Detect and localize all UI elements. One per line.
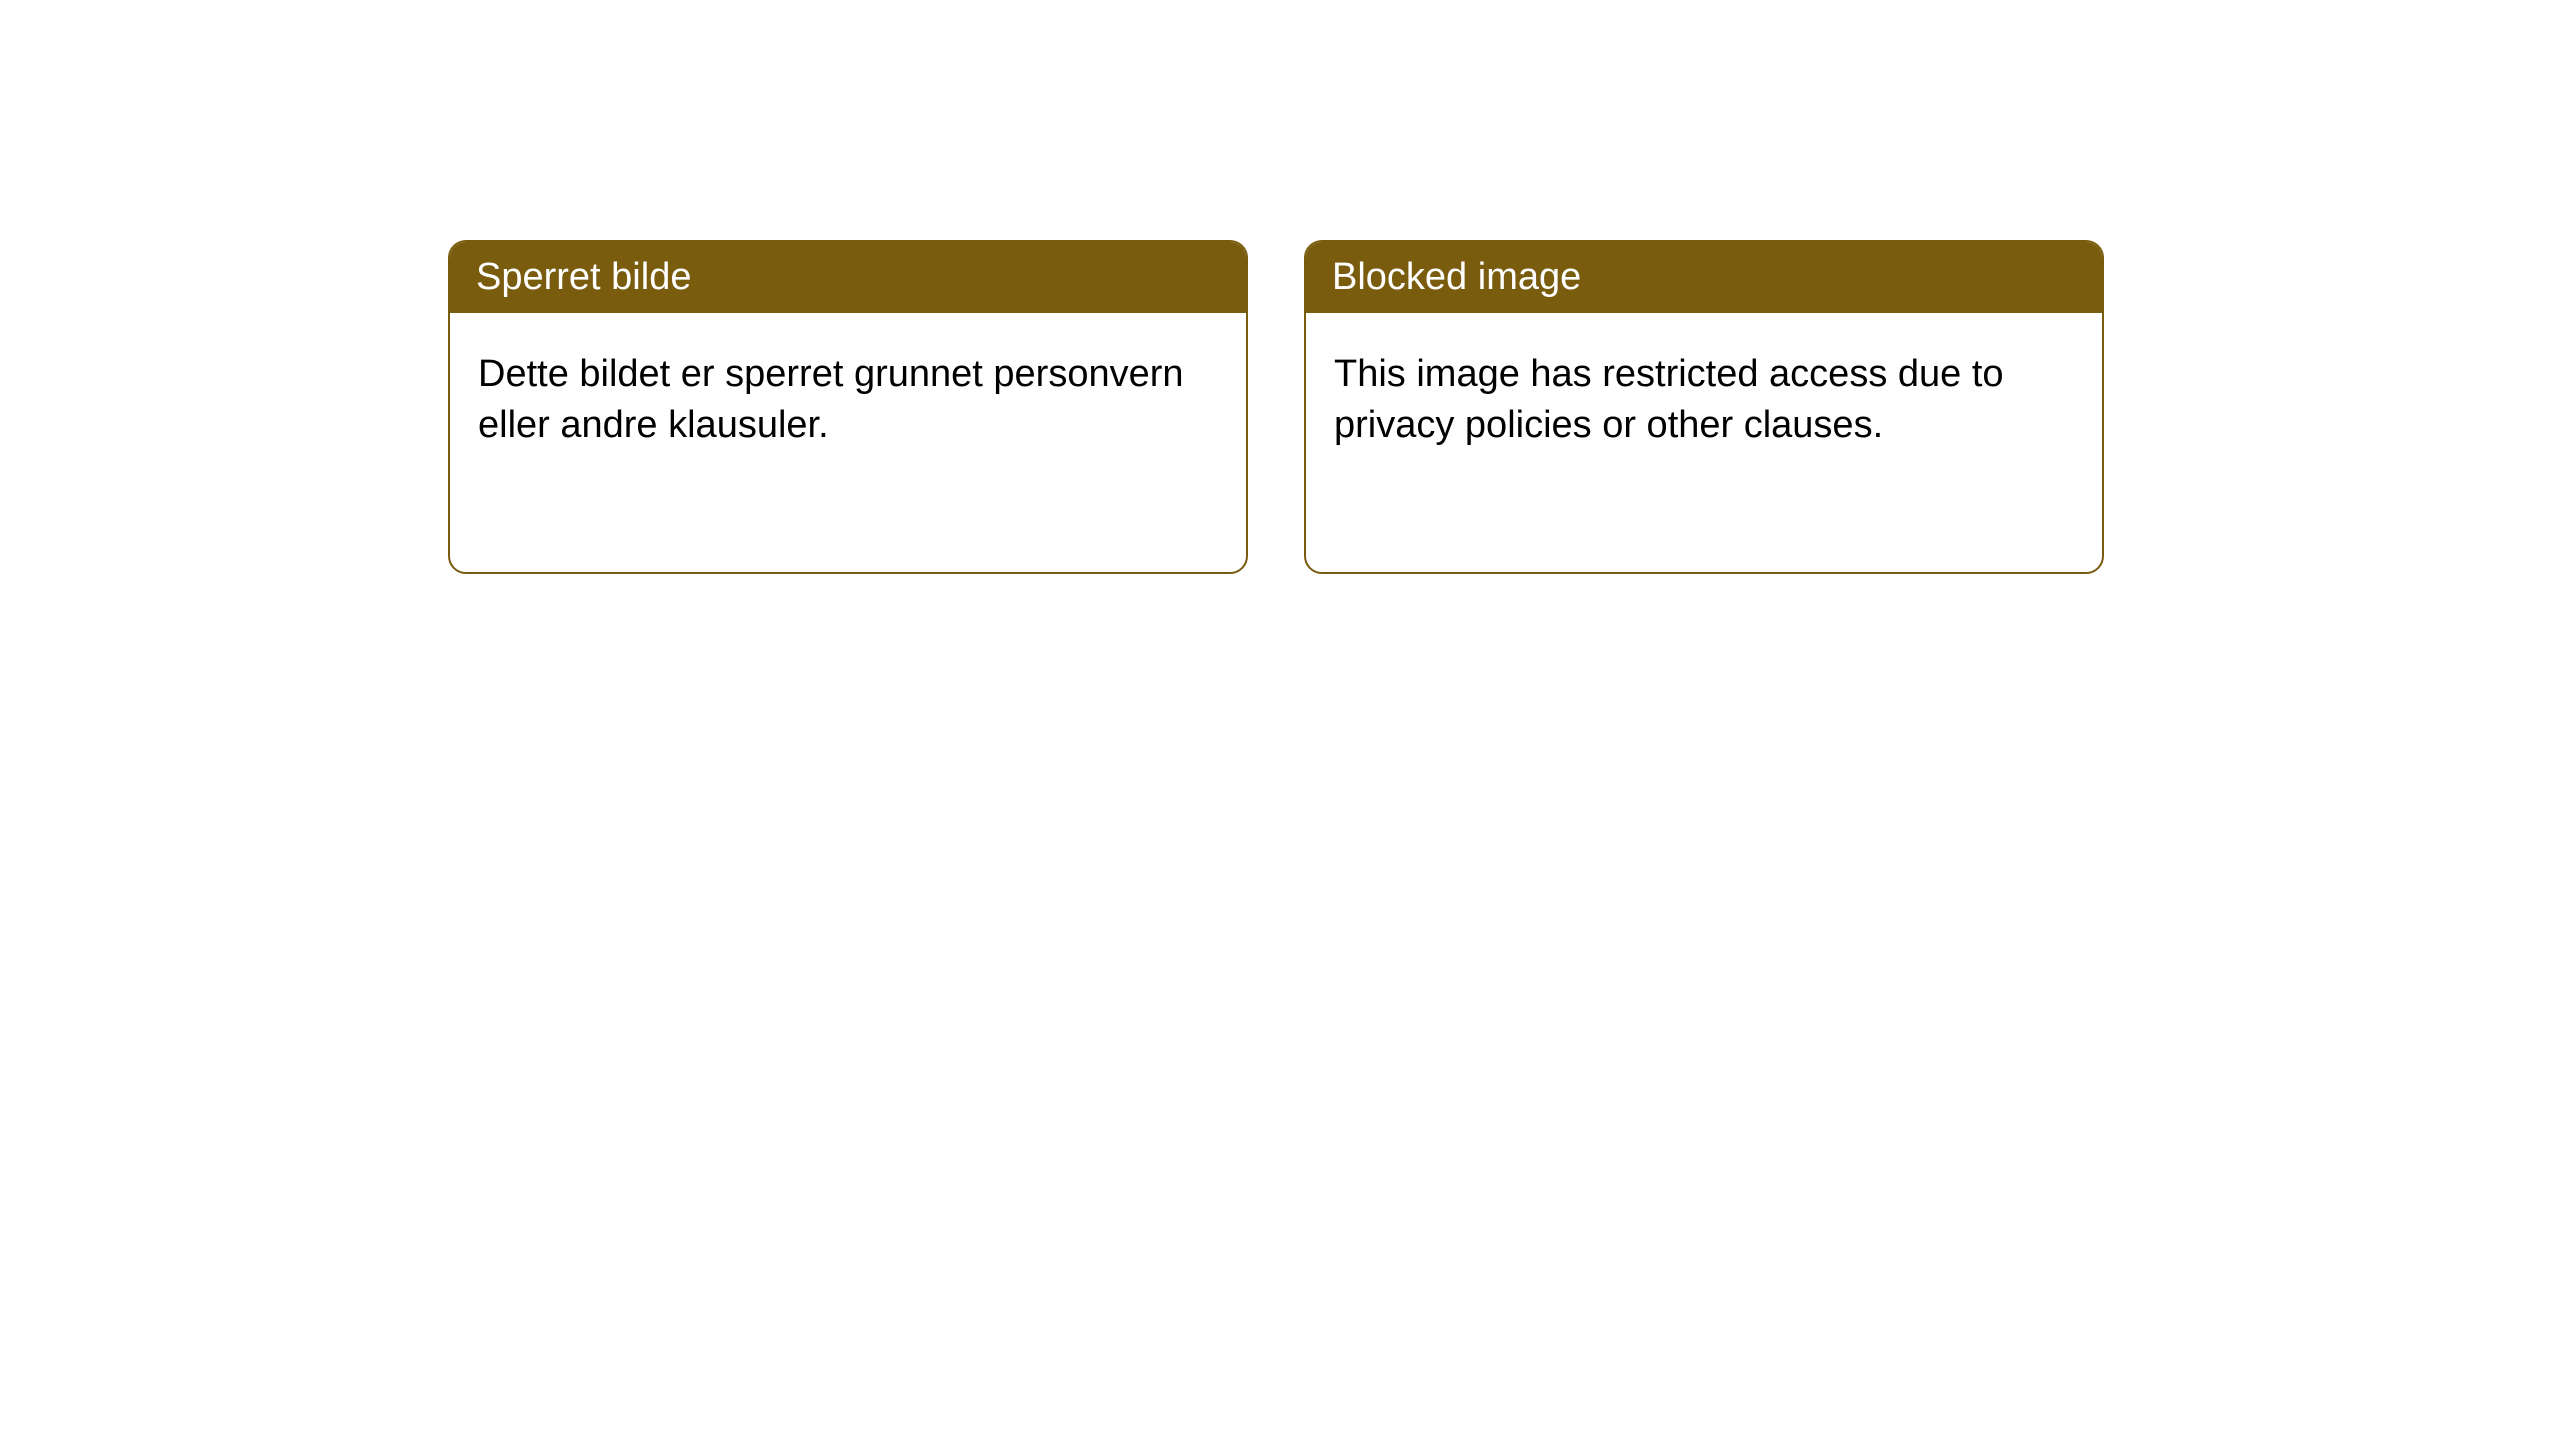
notice-body: This image has restricted access due to … <box>1306 313 2102 488</box>
notice-container: Sperret bilde Dette bildet er sperret gr… <box>0 0 2560 574</box>
notice-header: Blocked image <box>1306 242 2102 313</box>
notice-body: Dette bildet er sperret grunnet personve… <box>450 313 1246 488</box>
notice-card-norwegian: Sperret bilde Dette bildet er sperret gr… <box>448 240 1248 574</box>
notice-card-english: Blocked image This image has restricted … <box>1304 240 2104 574</box>
notice-header: Sperret bilde <box>450 242 1246 313</box>
